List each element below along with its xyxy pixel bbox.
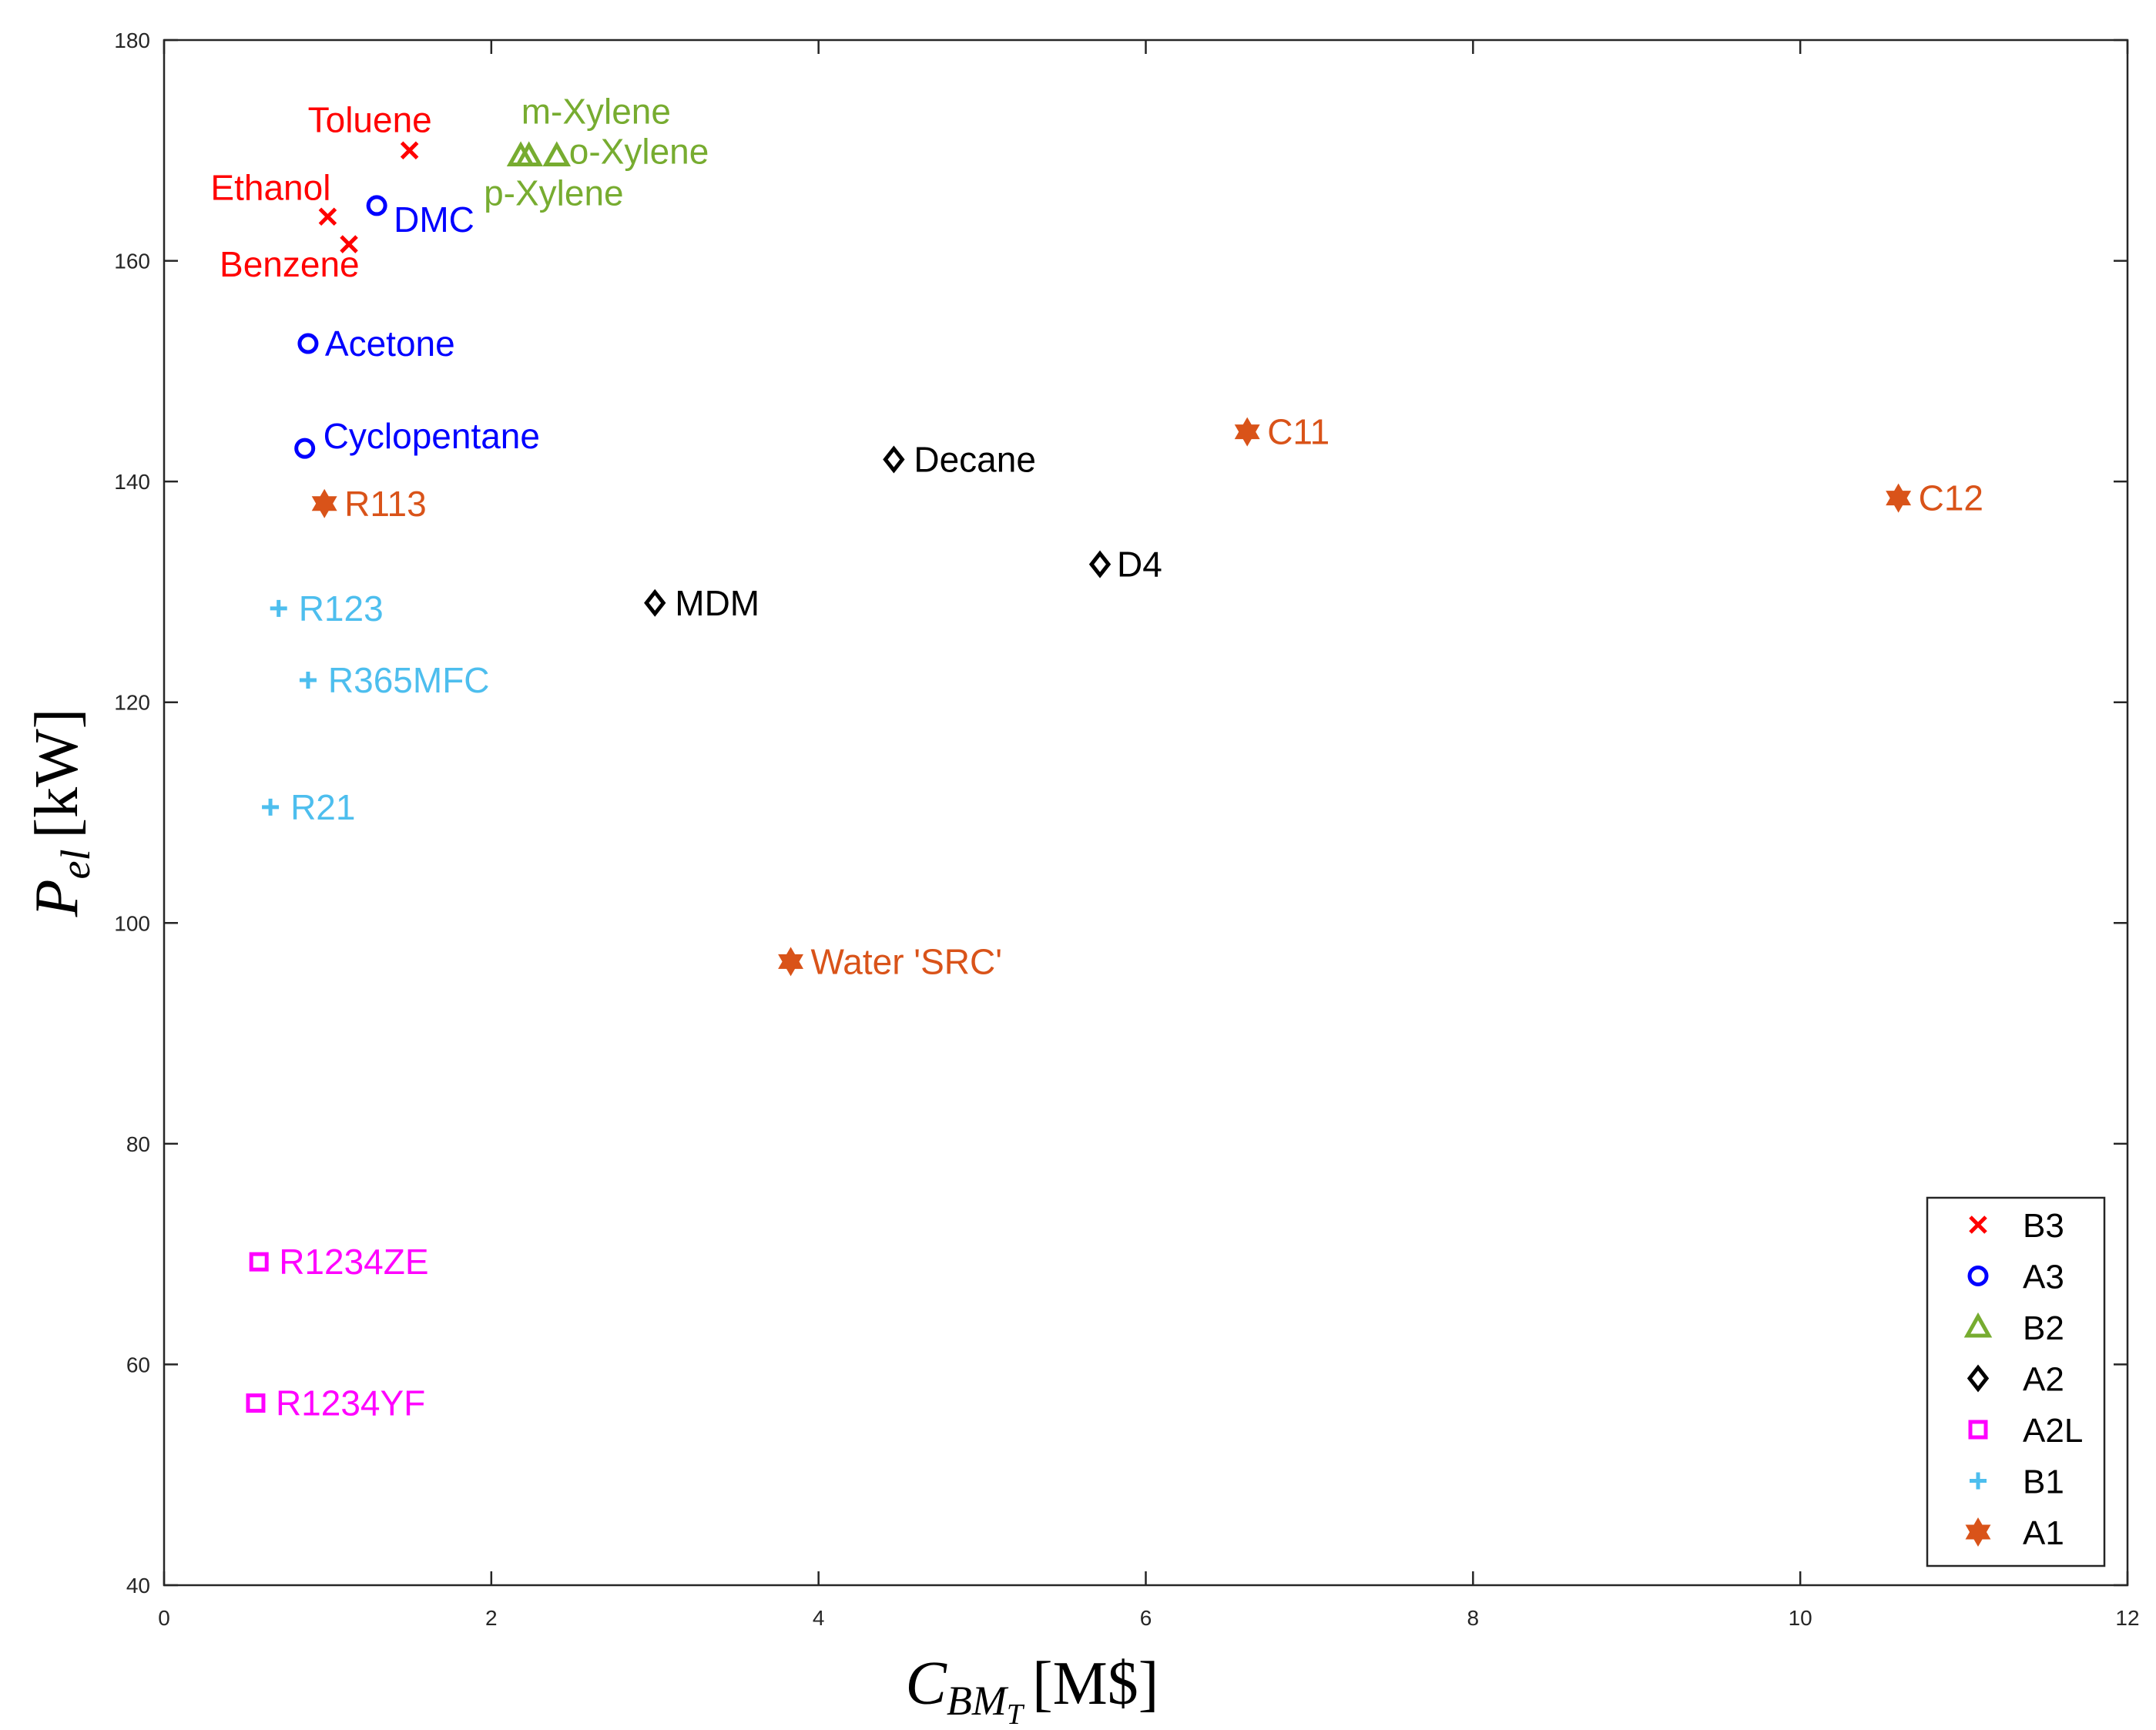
legend-label-a3: A3 <box>2023 1259 2064 1296</box>
point-label: o-Xylene <box>569 131 709 171</box>
point-label: Water 'SRC' <box>811 941 1002 981</box>
y-tick-label: 60 <box>126 1353 150 1376</box>
point-label: R113 <box>344 484 427 524</box>
point-label: Ethanol <box>210 167 330 207</box>
y-tick-label: 180 <box>114 28 150 52</box>
x-tick-label: 8 <box>1467 1606 1480 1630</box>
point-b1-1 <box>299 672 317 689</box>
point-label: MDM <box>675 583 759 623</box>
point-label: R1234ZE <box>279 1242 428 1282</box>
point-label: m-Xylene <box>521 91 671 131</box>
x-tick-label: 0 <box>158 1606 170 1630</box>
point-a3-1 <box>297 333 319 354</box>
axis-tick-labels: 0 2 4 6 8 10 12 40 60 80 100 120 140 160 180 <box>114 28 2139 1630</box>
plot-area <box>163 39 2129 1587</box>
legend-label-a2: A2 <box>2023 1361 2064 1399</box>
point-a2l-1 <box>246 1393 266 1413</box>
legend: B3 A3 B2 A2 A2L B1 A1 <box>1926 1196 2106 1567</box>
x-axis-label: CBMT [M$] <box>906 1650 1159 1730</box>
legend-label-a2l: A2L <box>2023 1412 2083 1450</box>
y-tick-label: 120 <box>114 691 150 715</box>
point-label: R365MFC <box>328 660 490 700</box>
y-tick-label: 140 <box>114 470 150 494</box>
y-tick-label: 40 <box>126 1574 150 1598</box>
legend-marker-b1 <box>1970 1472 1987 1490</box>
point-b3-2 <box>340 235 358 253</box>
legend-label-b2: B2 <box>2023 1309 2064 1347</box>
point-a3-2 <box>294 438 316 459</box>
legend-label-a1: A1 <box>2023 1514 2064 1552</box>
legend-marker-a3 <box>1967 1266 1989 1286</box>
y-axis-label: Pel[kW] <box>23 709 99 918</box>
x-tick-label: 12 <box>2115 1606 2139 1630</box>
y-tick-label: 100 <box>114 911 150 935</box>
point-b2-2 <box>506 141 535 166</box>
point-a2-0 <box>883 445 905 474</box>
x-tick-label: 6 <box>1140 1606 1152 1630</box>
x-tick-label: 4 <box>813 1606 825 1630</box>
point-b1-2 <box>262 798 280 816</box>
y-tick-label: 160 <box>114 250 150 273</box>
point-b1-0 <box>270 599 287 617</box>
legend-marker-b2 <box>1963 1312 1993 1338</box>
x-tick-label: 10 <box>1789 1606 1812 1630</box>
point-label: Acetone <box>325 324 455 364</box>
point-label: C11 <box>1267 412 1329 452</box>
point-label: R21 <box>290 787 355 827</box>
legend-marker-a1 <box>1965 1517 1991 1547</box>
point-label: R1234YF <box>276 1383 425 1423</box>
point-b3-0 <box>400 141 419 160</box>
legend-marker-a2l <box>1968 1420 1988 1440</box>
legend-marker-b3 <box>1969 1215 1987 1234</box>
y-tick-label: 80 <box>126 1132 150 1156</box>
point-a3-0 <box>366 195 387 216</box>
point-label: Cyclopentane <box>324 416 540 456</box>
point-a2-1 <box>1088 550 1112 578</box>
point-a1-1 <box>1234 417 1260 447</box>
point-label: Decane <box>914 439 1036 479</box>
point-b3-1 <box>318 207 337 226</box>
point-label: p-Xylene <box>484 173 624 213</box>
legend-label-b1: B1 <box>2023 1463 2064 1501</box>
point-labels: Toluene Ethanol Benzene DMC Acetone Cyclopent… <box>210 91 1983 1423</box>
point-a2l-0 <box>249 1252 269 1272</box>
legend-label-b3: B3 <box>2023 1207 2064 1245</box>
point-a1-3 <box>778 947 804 977</box>
point-a2-2 <box>644 588 666 617</box>
point-label: D4 <box>1117 545 1162 585</box>
point-b2-1 <box>542 141 572 166</box>
point-label: C12 <box>1919 478 1983 518</box>
point-label: R123 <box>299 588 384 629</box>
legend-marker-a2 <box>1967 1364 1990 1393</box>
point-a1-2 <box>1886 483 1912 513</box>
point-label: DMC <box>394 199 474 240</box>
point-a1-0 <box>311 488 337 518</box>
point-label: Toluene <box>308 99 432 139</box>
data-points <box>246 141 1912 1413</box>
point-label: Benzene <box>220 244 360 284</box>
axis-ticks <box>163 39 2129 1587</box>
x-tick-label: 2 <box>485 1606 498 1630</box>
legend-box <box>1926 1196 2106 1567</box>
